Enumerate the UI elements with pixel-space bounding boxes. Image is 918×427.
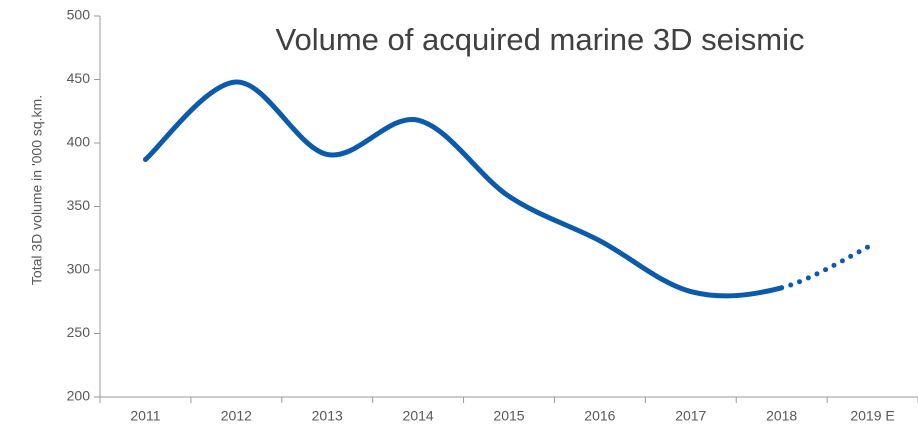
x-tick-label: 2014: [403, 408, 434, 424]
y-tick-label: 350: [67, 197, 91, 213]
line-series: [142, 79, 785, 299]
x-tick-label: 2018: [766, 408, 797, 424]
y-tick-label: 500: [67, 7, 91, 23]
x-tick-label: 2017: [675, 408, 706, 424]
y-tick-label: 200: [67, 388, 91, 404]
x-tick-label: 2011: [130, 408, 160, 424]
y-tick-label: 450: [67, 70, 91, 86]
y-tick-label: 400: [67, 134, 91, 150]
x-tick-label: 2019 E: [850, 408, 894, 424]
x-tick-label: 2013: [312, 408, 343, 424]
chart-title: Volume of acquired marine 3D seismic: [276, 22, 805, 57]
x-tick-label: 2012: [221, 408, 252, 424]
x-tick-label: 2016: [584, 408, 615, 424]
y-tick-label: 300: [67, 261, 91, 277]
line-series-estimate: [779, 242, 876, 291]
y-axis-label: Total 3D volume in '000 sq.km.: [29, 95, 45, 285]
y-tick-label: 250: [67, 324, 91, 340]
x-tick-label: 2015: [493, 408, 524, 424]
